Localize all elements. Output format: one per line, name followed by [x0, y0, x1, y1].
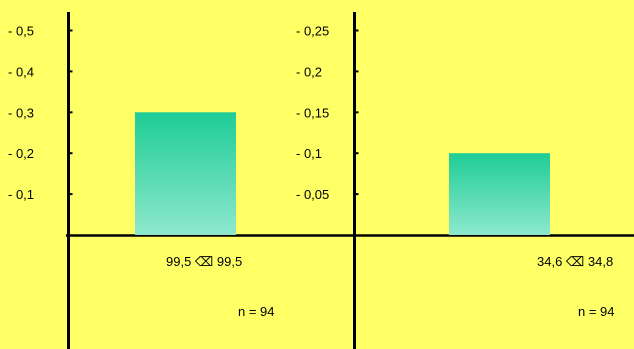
n-label-2: n = 94	[578, 304, 615, 319]
y-tick-label: - 0,25	[296, 24, 329, 39]
y-tick-label: - 0,2	[296, 64, 322, 79]
bar	[449, 153, 550, 235]
y-tick-label: - 0,3	[8, 105, 34, 120]
bars-1	[135, 112, 236, 235]
y-tick-label: - 0,1	[8, 187, 34, 202]
y-tick-label: - 0,5	[8, 24, 34, 39]
category-label-1: 99,5 ⌫ 99,5	[166, 254, 242, 269]
y-ticks-1: - 0,1 - 0,2 - 0,3 - 0,4 - 0,5	[8, 24, 73, 202]
y-tick-label: - 0,1	[296, 146, 322, 161]
y-tick-label: - 0,05	[296, 187, 329, 202]
y-ticks-2: - 0,05 - 0,1 - 0,15 - 0,2 - 0,25	[296, 24, 359, 202]
chart-panel-2: - 0,05 - 0,1 - 0,15 - 0,2 - 0,25 34,6 ⌫ 34,8…	[296, 12, 634, 349]
bars-2	[449, 153, 550, 235]
n-label-1: n = 94	[238, 304, 275, 319]
chart-panel-1: - 0,1 - 0,2 - 0,3 - 0,4 - 0,5 99,5 ⌫ 99,5 n …	[8, 12, 355, 349]
y-tick-label: - 0,2	[8, 146, 34, 161]
category-label-2: 34,6 ⌫ 34,8	[537, 254, 613, 269]
bar	[135, 112, 236, 235]
y-tick-label: - 0,15	[296, 105, 329, 120]
y-tick-label: - 0,4	[8, 64, 34, 79]
